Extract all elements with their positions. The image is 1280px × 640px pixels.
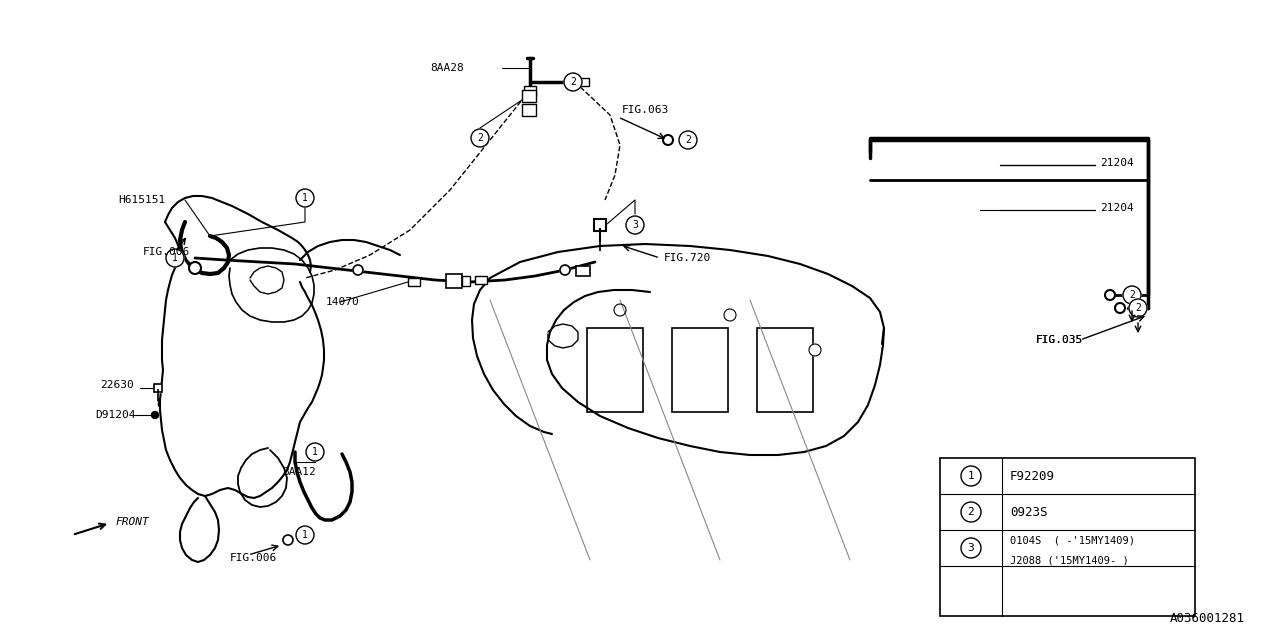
Text: 8AA12: 8AA12 xyxy=(282,467,316,477)
Text: 1: 1 xyxy=(968,471,974,481)
Bar xyxy=(576,266,590,276)
Text: 1: 1 xyxy=(302,530,308,540)
Text: FIG.006: FIG.006 xyxy=(143,247,191,257)
Text: 1: 1 xyxy=(312,447,317,457)
Text: 1: 1 xyxy=(172,253,178,263)
Text: A036001281: A036001281 xyxy=(1170,612,1245,625)
Circle shape xyxy=(296,526,314,544)
Text: 2: 2 xyxy=(1129,290,1135,300)
Circle shape xyxy=(809,344,820,356)
Bar xyxy=(672,328,728,412)
Text: 21204: 21204 xyxy=(1100,203,1134,213)
Circle shape xyxy=(961,466,980,486)
Circle shape xyxy=(296,189,314,207)
Text: 2: 2 xyxy=(685,135,691,145)
Circle shape xyxy=(961,538,980,558)
Text: D91204: D91204 xyxy=(95,410,136,420)
Circle shape xyxy=(1115,303,1125,313)
Text: 0104S  ( -'15MY1409): 0104S ( -'15MY1409) xyxy=(1010,536,1135,546)
Circle shape xyxy=(471,129,489,147)
Bar xyxy=(408,278,420,286)
Bar xyxy=(475,276,486,284)
Text: 0923S: 0923S xyxy=(1010,506,1047,518)
Circle shape xyxy=(724,309,736,321)
Bar xyxy=(522,90,536,102)
Circle shape xyxy=(1105,290,1115,300)
Text: 14070: 14070 xyxy=(326,297,360,307)
Text: 2: 2 xyxy=(477,133,483,143)
Circle shape xyxy=(283,535,293,545)
Circle shape xyxy=(626,216,644,234)
Bar xyxy=(522,104,536,116)
Bar xyxy=(588,328,643,412)
Circle shape xyxy=(166,249,184,267)
Circle shape xyxy=(678,131,698,149)
Circle shape xyxy=(353,265,364,275)
Circle shape xyxy=(961,502,980,522)
Bar xyxy=(445,274,462,288)
Text: 8AA28: 8AA28 xyxy=(430,63,463,73)
Circle shape xyxy=(564,73,582,91)
Text: H615151: H615151 xyxy=(118,195,165,205)
Text: FIG.006: FIG.006 xyxy=(230,553,278,563)
Text: FRONT: FRONT xyxy=(116,517,150,527)
Text: 2: 2 xyxy=(968,507,974,517)
Text: 1: 1 xyxy=(302,193,308,203)
Text: FIG.035: FIG.035 xyxy=(1036,335,1083,345)
Circle shape xyxy=(1123,286,1140,304)
Circle shape xyxy=(1129,299,1147,317)
Circle shape xyxy=(663,135,673,145)
Text: 2: 2 xyxy=(1135,303,1140,313)
Circle shape xyxy=(614,304,626,316)
Text: F92209: F92209 xyxy=(1010,470,1055,483)
Text: 3: 3 xyxy=(632,220,637,230)
Text: FIG.063: FIG.063 xyxy=(622,105,669,115)
Bar xyxy=(756,328,813,412)
Text: J2088 ('15MY1409- ): J2088 ('15MY1409- ) xyxy=(1010,556,1129,566)
Text: 2: 2 xyxy=(570,77,576,87)
Bar xyxy=(579,78,589,86)
Bar xyxy=(462,276,470,286)
Text: FIG.720: FIG.720 xyxy=(664,253,712,263)
Text: FIG.035: FIG.035 xyxy=(1036,335,1083,345)
Circle shape xyxy=(561,265,570,275)
Circle shape xyxy=(151,412,159,419)
Text: 3: 3 xyxy=(968,543,974,553)
Bar xyxy=(524,86,536,96)
Circle shape xyxy=(306,443,324,461)
Text: 22630: 22630 xyxy=(100,380,133,390)
Text: 21204: 21204 xyxy=(1100,158,1134,168)
Circle shape xyxy=(189,262,201,274)
Bar xyxy=(940,458,1196,616)
